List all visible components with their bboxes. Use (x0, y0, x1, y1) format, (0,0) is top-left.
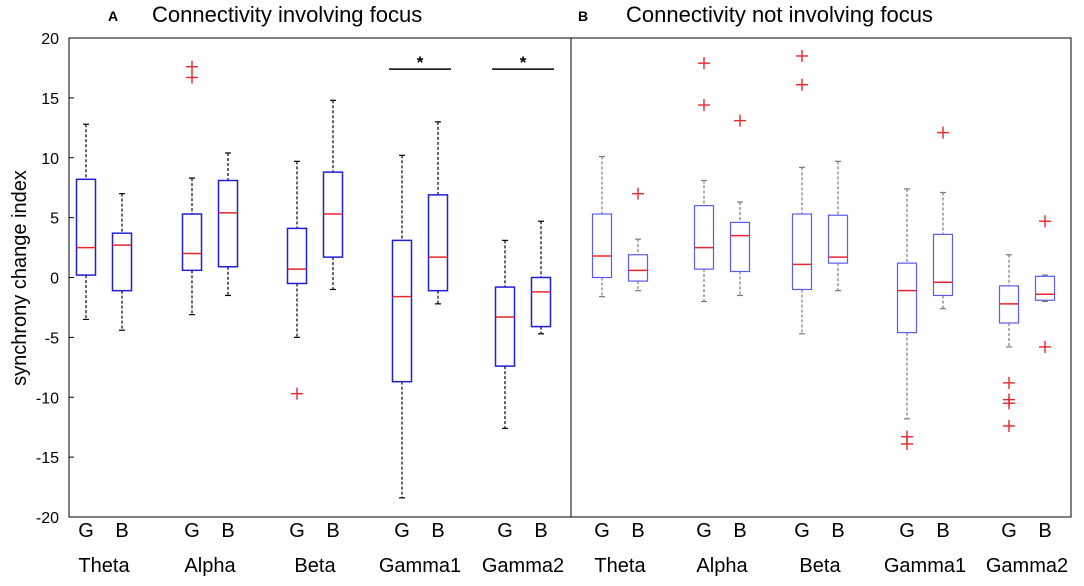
b-beta-g-outlier (796, 78, 808, 91)
band-label-beta: Beta (799, 555, 841, 577)
band-label-alpha: Alpha (696, 555, 748, 577)
band-label-theta: Theta (78, 555, 130, 577)
y-tick-label: 0 (50, 271, 59, 288)
panel-b-plot (591, 49, 1056, 450)
group-label-b: B (534, 520, 547, 542)
b-beta-g-outlier (796, 49, 808, 62)
band-label-gamma1: Gamma1 (379, 555, 461, 577)
panel-a-title: Connectivity involving focus (152, 2, 422, 27)
a-alpha-g-box (181, 213, 203, 272)
panel-a-letter: A (108, 8, 118, 24)
group-label-b: B (1038, 520, 1051, 542)
y-tick-label: -5 (45, 330, 59, 347)
significance-star-gamma1: * (417, 53, 424, 72)
a-theta-g-box (75, 178, 97, 276)
group-label-g: G (497, 520, 513, 542)
b-alpha-g-box (693, 205, 715, 270)
b-gamma2-g-outlier (1003, 376, 1015, 389)
significance-star-gamma2: * (520, 53, 527, 72)
band-label-beta: Beta (294, 555, 336, 577)
a-alpha-g-outlier (186, 60, 198, 73)
b-gamma1-b-box (932, 233, 954, 297)
b-theta-g-box (591, 213, 613, 279)
a-gamma2-b-box (530, 276, 552, 328)
group-label-b: B (326, 520, 339, 542)
band-label-alpha: Alpha (184, 555, 236, 577)
group-label-g: G (394, 520, 410, 542)
a-gamma1-g-box (391, 239, 413, 383)
band-label-gamma1: Gamma1 (884, 555, 966, 577)
panel-b-title: Connectivity not involving focus (626, 2, 933, 27)
panel-b-frame (570, 37, 1072, 518)
b-theta-b-outlier (632, 187, 644, 200)
a-beta-g-box (286, 227, 308, 285)
y-tick-label: 5 (50, 211, 59, 228)
y-tick-label: 15 (41, 91, 59, 108)
group-label-b: B (221, 520, 234, 542)
b-alpha-g-outlier (698, 57, 710, 70)
panel-a-plot: * * (75, 53, 554, 499)
group-label-g: G (899, 520, 915, 542)
b-alpha-b-outlier (734, 114, 746, 127)
a-alpha-g-outlier (186, 71, 198, 84)
b-gamma2-g-outlier (1003, 397, 1015, 410)
band-label-gamma2: Gamma2 (482, 555, 564, 577)
b-alpha-g-outlier (698, 99, 710, 112)
band-label-theta: Theta (594, 555, 646, 577)
group-label-b: B (831, 520, 844, 542)
group-label-b: B (115, 520, 128, 542)
y-tick-label: 20 (41, 31, 59, 48)
b-gamma2-b-outlier (1039, 340, 1051, 353)
y-tick-label: -15 (36, 450, 59, 467)
group-label-g: G (794, 520, 810, 542)
b-beta-g-box (791, 213, 813, 291)
b-theta-b-box (627, 254, 649, 282)
b-alpha-b-box (729, 221, 751, 273)
y-tick-label: -20 (36, 510, 59, 527)
band-label-gamma2: Gamma2 (986, 555, 1068, 577)
group-label-b: B (733, 520, 746, 542)
a-gamma1-b-box (427, 194, 449, 292)
group-label-g: G (696, 520, 712, 542)
a-alpha-b-box (217, 179, 239, 268)
y-axis-label: synchrony change index (9, 170, 31, 386)
group-label-g: G (594, 520, 610, 542)
b-beta-b-box (827, 214, 849, 264)
group-label-g: G (184, 520, 200, 542)
b-gamma2-b-outlier (1039, 215, 1051, 228)
group-label-b: B (631, 520, 644, 542)
b-gamma1-g-box (896, 262, 918, 334)
a-beta-g-outlier (291, 387, 303, 400)
b-gamma2-g-outlier (1003, 419, 1015, 432)
group-label-b: B (936, 520, 949, 542)
panel-b-letter: B (578, 8, 588, 24)
group-label-g: G (78, 520, 94, 542)
b-gamma1-g-outlier (901, 437, 913, 450)
group-label-g: G (1001, 520, 1017, 542)
b-gamma2-b-box (1034, 275, 1056, 301)
panel-a-frame (68, 37, 572, 518)
y-axis-ticks: 20 15 10 5 0 -5 -10 -15 -20 (36, 31, 74, 527)
y-tick-label: -10 (36, 390, 59, 407)
a-gamma2-g-box (494, 286, 516, 367)
y-tick-label: 10 (41, 151, 59, 168)
a-theta-b-box (111, 232, 133, 292)
group-label-b: B (431, 520, 444, 542)
b-gamma1-b-outlier (937, 126, 949, 139)
group-label-g: G (289, 520, 305, 542)
